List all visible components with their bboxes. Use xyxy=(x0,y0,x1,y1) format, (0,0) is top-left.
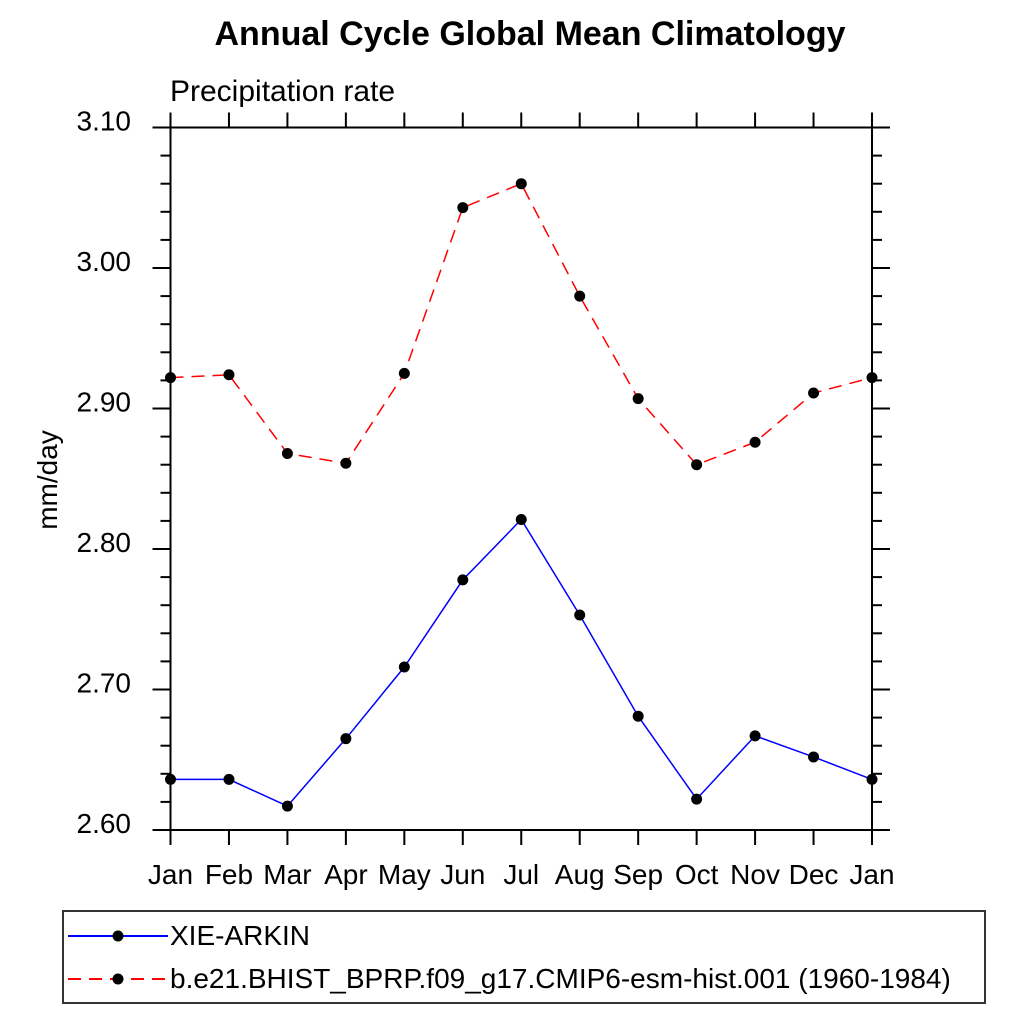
x-tick-label: Jul xyxy=(503,859,539,890)
axes xyxy=(152,112,890,845)
y-tick-label: 2.80 xyxy=(77,527,132,558)
axis-labels: 2.60 2.70 2.80 2.90 3.00 3.10 Jan Feb Mar Apr May J… xyxy=(32,106,895,891)
data-point-marker xyxy=(398,367,410,379)
y-tick-label: 2.90 xyxy=(77,387,132,418)
data-point-marker xyxy=(691,459,703,471)
data-point-marker xyxy=(281,447,293,459)
x-tick-label: Dec xyxy=(789,859,839,890)
data-point-marker xyxy=(165,773,176,785)
data-point-marker xyxy=(340,733,352,745)
y-tick-label: 2.70 xyxy=(77,668,132,699)
data-point-marker xyxy=(808,751,820,763)
x-tick-label: Jan xyxy=(849,859,894,890)
legend-line-sample xyxy=(68,930,168,942)
data-point-marker xyxy=(515,513,527,525)
x-tick-label: Feb xyxy=(205,859,253,890)
data-point-marker xyxy=(165,372,176,384)
data-point-marker xyxy=(866,372,878,384)
chart-title: Annual Cycle Global Mean Climatology xyxy=(214,15,846,53)
x-tick-label: Nov xyxy=(730,859,780,890)
x-tick-label: Aug xyxy=(555,859,605,890)
legend-item: XIE-ARKIN xyxy=(68,916,984,956)
y-axis-title: mm/day xyxy=(32,430,63,530)
legend-line-sample xyxy=(68,973,168,985)
data-point-marker xyxy=(515,178,527,190)
data-point-marker xyxy=(632,393,644,405)
data-point-marker xyxy=(398,661,410,673)
x-tick-label: Jan xyxy=(148,859,193,890)
data-point-marker xyxy=(749,436,761,448)
data-point-marker xyxy=(457,202,469,214)
y-tick-label: 3.10 xyxy=(77,106,132,137)
y-tick-label: 3.00 xyxy=(77,246,132,277)
legend-item: b.e21.BHIST_BPRP.f09_g17.CMIP6-esm-hist.… xyxy=(68,959,984,999)
data-point-marker xyxy=(223,773,235,785)
x-tick-label: Jun xyxy=(440,859,485,890)
data-point-marker xyxy=(574,609,586,621)
data-point-marker xyxy=(808,387,820,399)
legend-box: XIE-ARKIN b.e21.BHIST_BPRP.f09_g17.CMIP6… xyxy=(62,910,986,1004)
x-tick-label: Mar xyxy=(263,859,311,890)
series-line-0 xyxy=(170,518,873,808)
data-point-marker xyxy=(574,290,586,302)
chart-subtitle: Precipitation rate xyxy=(170,75,396,108)
x-tick-label: Apr xyxy=(324,859,368,890)
marker-dot-icon xyxy=(112,973,124,984)
legend-label: XIE-ARKIN xyxy=(170,919,311,951)
x-tick-label: May xyxy=(378,859,431,890)
legend-label: b.e21.BHIST_BPRP.f09_g17.CMIP6-esm-hist.… xyxy=(170,962,951,994)
data-point-marker xyxy=(749,730,761,742)
data-point-marker xyxy=(340,457,352,469)
data-point-marker xyxy=(457,574,469,586)
data-point-marker xyxy=(223,369,235,381)
data-point-marker xyxy=(866,773,878,785)
y-tick-label: 2.60 xyxy=(77,808,132,839)
series-markers-0 xyxy=(165,513,878,812)
series-line-1 xyxy=(170,182,873,466)
data-point-marker xyxy=(281,800,293,812)
data-point-marker xyxy=(632,710,644,722)
data-point-marker xyxy=(691,793,703,805)
series-markers-1 xyxy=(165,178,878,471)
x-tick-label: Sep xyxy=(613,859,663,890)
x-tick-label: Oct xyxy=(675,859,719,890)
marker-dot-icon xyxy=(112,930,124,941)
